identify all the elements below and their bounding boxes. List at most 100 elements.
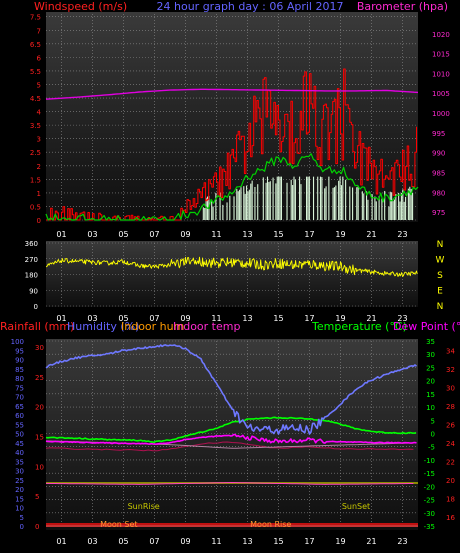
temp-x-tick-label: 13 bbox=[242, 537, 252, 546]
indoor-temp-y-tick-label: 22 bbox=[446, 458, 455, 466]
direction-x-tick-label: 03 bbox=[87, 314, 97, 323]
humidity-y-tick-label: 70 bbox=[15, 394, 24, 402]
legend-rainfall: Rainfall (mm) bbox=[0, 320, 74, 333]
rainfall-y-tick-label: 25 bbox=[35, 374, 44, 382]
indoor-temp-y-tick-label: 32 bbox=[446, 366, 455, 374]
indoor-temp-y-tick-label: 24 bbox=[446, 440, 455, 448]
indoor-temp-y-tick-label: 28 bbox=[446, 403, 455, 411]
wind-x-tick-label: 13 bbox=[242, 230, 252, 239]
wind-x-tick-label: 21 bbox=[366, 230, 376, 239]
direction-x-tick-label: 19 bbox=[335, 314, 345, 323]
rainfall-y-tick-label: 10 bbox=[35, 463, 44, 471]
wind-x-tick-label: 23 bbox=[397, 230, 407, 239]
wind-y-tick-label: 0.5 bbox=[30, 203, 41, 211]
temp-x-tick-label: 15 bbox=[273, 537, 283, 546]
wind-y-tick-label: 1.5 bbox=[30, 176, 41, 184]
direction-cardinal-label: W bbox=[436, 256, 445, 266]
temp-x-tick-label: 07 bbox=[149, 537, 159, 546]
indoor-temperature-series bbox=[45, 482, 414, 485]
barometer-series bbox=[45, 88, 419, 100]
humidity-y-tick-label: 80 bbox=[15, 375, 24, 383]
temperature-y-tick-label: -5 bbox=[428, 444, 435, 452]
temp-x-tick-label: 19 bbox=[335, 537, 345, 546]
direction-y-tick-label: 360 bbox=[25, 240, 38, 248]
temperature-y-tick-label: -15 bbox=[424, 470, 435, 478]
barometer-y-tick-label: 1010 bbox=[432, 70, 450, 78]
dew-low-series bbox=[45, 441, 414, 452]
barometer-y-tick-label: 1005 bbox=[432, 90, 450, 98]
rainfall-y-tick-label: 0 bbox=[35, 523, 39, 531]
temp-x-tick-label: 01 bbox=[56, 537, 66, 546]
direction-x-tick-label: 09 bbox=[180, 314, 190, 323]
temp-x-tick-label: 21 bbox=[366, 537, 376, 546]
wind-x-tick-label: 09 bbox=[180, 230, 190, 239]
humidity-y-tick-label: 95 bbox=[15, 347, 24, 355]
rainfall-y-tick-label: 5 bbox=[35, 493, 39, 501]
humidity-y-tick-label: 15 bbox=[15, 495, 24, 503]
wind-y-tick-label: 5 bbox=[37, 81, 41, 89]
wind-y-tick-label: 4 bbox=[37, 109, 42, 117]
wind-x-tick-label: 11 bbox=[211, 230, 221, 239]
temperature-y-tick-label: 15 bbox=[426, 391, 435, 399]
moonrise-annotation: Moon Rise bbox=[250, 520, 291, 529]
direction-y-tick-label: 270 bbox=[25, 256, 38, 264]
indoor-temp-y-tick-label: 34 bbox=[446, 347, 455, 355]
humidity-y-tick-label: 30 bbox=[15, 468, 24, 476]
temperature-y-tick-label: 25 bbox=[426, 364, 435, 372]
direction-cardinal-label: E bbox=[437, 287, 443, 297]
sunrise-annotation: SunRise bbox=[128, 502, 160, 511]
barometer-y-tick-label: 980 bbox=[432, 189, 445, 197]
barometer-y-tick-label: 1020 bbox=[432, 31, 450, 39]
moonset-annotation: Moon Set bbox=[100, 520, 137, 529]
humidity-y-tick-label: 25 bbox=[15, 477, 24, 485]
temperature-y-tick-label: 35 bbox=[426, 338, 435, 346]
wind-y-tick-label: 7 bbox=[37, 27, 41, 35]
temp-x-tick-label: 11 bbox=[211, 537, 221, 546]
wind-x-tick-label: 05 bbox=[118, 230, 128, 239]
sunset-annotation: SunSet bbox=[342, 502, 370, 511]
indoor-temp-y-tick-label: 30 bbox=[446, 384, 455, 392]
indoor-temp-y-tick-label: 20 bbox=[446, 477, 455, 485]
temperature-y-tick-label: -20 bbox=[424, 483, 435, 491]
direction-cardinal-label: S bbox=[437, 271, 443, 281]
wind-y-tick-label: 6.5 bbox=[30, 41, 41, 49]
humidity-y-tick-label: 60 bbox=[15, 412, 24, 420]
direction-x-tick-label: 07 bbox=[149, 314, 159, 323]
humidity-y-tick-label: 5 bbox=[20, 514, 24, 522]
humidity-y-tick-label: 45 bbox=[15, 440, 24, 448]
wind-plot-area bbox=[46, 12, 418, 222]
temperature-y-tick-label: 10 bbox=[426, 404, 435, 412]
temperature-y-tick-label: 20 bbox=[426, 378, 435, 386]
direction-y-tick-label: 0 bbox=[34, 303, 38, 311]
indoor-temp-y-tick-label: 18 bbox=[446, 495, 455, 503]
wind-y-tick-label: 6 bbox=[37, 54, 42, 62]
direction-x-tick-label: 21 bbox=[366, 314, 376, 323]
direction-cardinal-label: N bbox=[437, 240, 444, 250]
humidity-y-tick-label: 75 bbox=[15, 384, 24, 392]
wind-y-tick-label: 1 bbox=[37, 190, 41, 198]
temp-x-tick-label: 17 bbox=[304, 537, 314, 546]
barometer-y-tick-label: 1000 bbox=[432, 110, 450, 118]
humidity-y-tick-label: 35 bbox=[15, 458, 24, 466]
direction-cardinal-label: N bbox=[437, 302, 444, 312]
humidity-series bbox=[45, 344, 418, 435]
indoor-temp-y-tick-label: 16 bbox=[446, 514, 455, 522]
temperature-series bbox=[45, 416, 417, 444]
humidity-y-tick-label: 65 bbox=[15, 403, 24, 411]
temp-plot-area bbox=[46, 339, 418, 530]
legend-temperature: Temperature (°C) bbox=[311, 320, 407, 333]
barometer-y-tick-label: 985 bbox=[432, 169, 445, 177]
temperature-y-tick-label: 30 bbox=[426, 351, 435, 359]
humidity-y-tick-label: 100 bbox=[11, 338, 24, 346]
direction-x-tick-label: 01 bbox=[56, 314, 66, 323]
legend-indoor-temp: Indoor temp bbox=[173, 320, 240, 333]
wind-y-tick-label: 5.5 bbox=[30, 68, 41, 76]
wind-direction-series bbox=[46, 256, 418, 277]
wind-y-tick-label: 2 bbox=[37, 163, 41, 171]
wind-y-tick-label: 7.5 bbox=[30, 14, 41, 22]
temperature-y-tick-label: 0 bbox=[431, 431, 435, 439]
direction-x-tick-label: 11 bbox=[211, 314, 221, 323]
rainfall-y-tick-label: 30 bbox=[35, 344, 44, 352]
dew-point-series bbox=[45, 433, 417, 446]
humidity-y-tick-label: 40 bbox=[15, 449, 24, 457]
